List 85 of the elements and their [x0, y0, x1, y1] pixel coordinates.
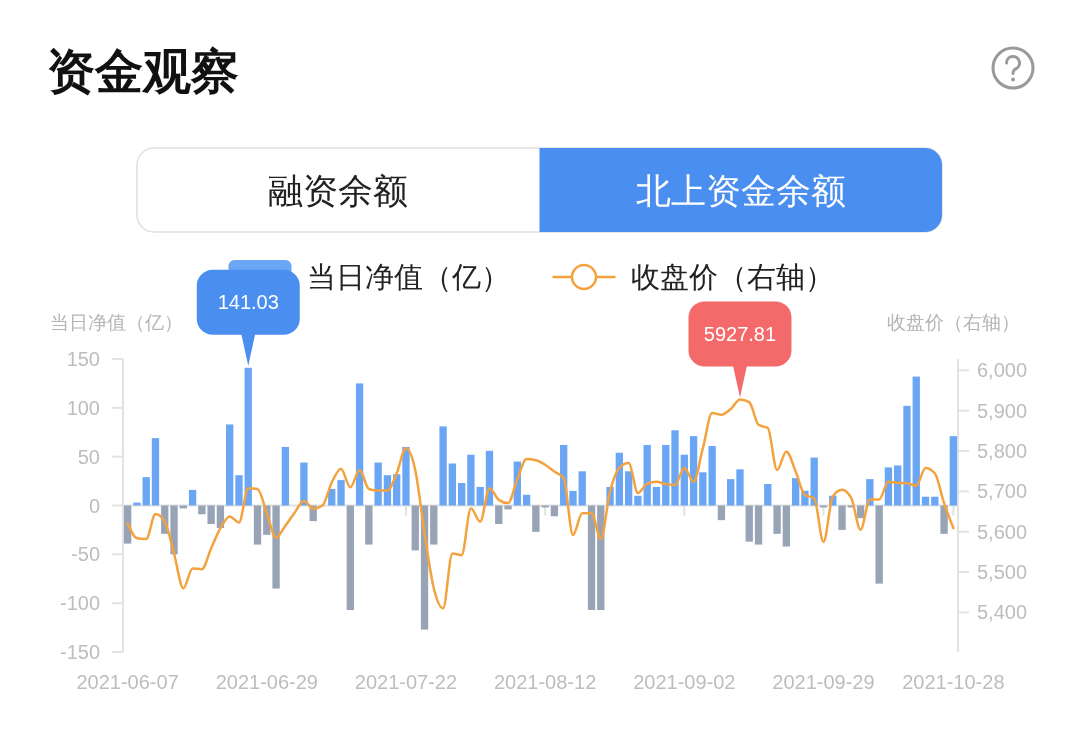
bar	[365, 505, 373, 545]
bar	[151, 438, 160, 506]
y2-tick-label: 6,000	[977, 359, 1028, 382]
bar	[791, 478, 800, 506]
bar	[328, 488, 336, 506]
y-axis-title: 当日净值（亿）	[50, 311, 183, 333]
bar	[188, 489, 197, 506]
bar	[578, 471, 586, 506]
bar	[745, 505, 753, 542]
y-tick-label: 100	[66, 396, 100, 419]
bar	[624, 471, 633, 506]
y2-axis-title: 收盘价（右轴）	[887, 311, 1020, 333]
chart-title: 资金观察	[47, 45, 239, 98]
bar	[133, 502, 141, 506]
bar	[773, 505, 781, 534]
bar	[717, 505, 726, 521]
bar	[764, 484, 772, 506]
y2-tick-label: 5,600	[977, 520, 1028, 543]
bar	[346, 505, 354, 610]
bar	[495, 505, 503, 525]
y-tick-label: -100	[59, 592, 100, 615]
bar	[662, 444, 670, 506]
bar	[374, 462, 382, 506]
text: 融资余额	[268, 170, 409, 210]
legend-label: 当日净值（亿）	[306, 261, 510, 293]
y2-tick-label: 5,700	[977, 480, 1028, 503]
data-label: 141.03	[217, 291, 279, 314]
bar	[782, 505, 791, 547]
x-tick-label: 2021-07-22	[354, 671, 458, 693]
y2-tick-label: 5,900	[977, 399, 1028, 422]
x-tick-label: 2021-09-02	[633, 671, 736, 693]
y-tick-label: -50	[71, 543, 100, 566]
bar	[652, 486, 661, 506]
bar	[476, 486, 484, 506]
bar	[355, 383, 364, 506]
bar	[142, 477, 150, 506]
x-tick-label: 2021-06-07	[76, 671, 179, 693]
bar	[411, 505, 419, 551]
bar	[272, 505, 280, 589]
bar	[634, 495, 642, 506]
bar	[671, 430, 679, 506]
bar	[253, 505, 262, 545]
bar	[727, 479, 735, 506]
y2-tick-label: 5,400	[977, 601, 1028, 624]
y2-tick-label: 5,800	[977, 440, 1028, 463]
y-tick-label: 150	[66, 348, 100, 370]
bar	[402, 446, 410, 506]
y-tick-label: 0	[88, 494, 100, 517]
bar	[875, 505, 883, 584]
y2-tick-label: 5,500	[977, 561, 1028, 584]
x-tick-label: 2021-08-12	[493, 671, 597, 693]
bar	[587, 505, 596, 610]
y-tick-label: 50	[77, 445, 100, 468]
y-tick-label: -150	[59, 641, 100, 663]
bar	[931, 496, 939, 506]
bar	[439, 426, 447, 506]
bar	[235, 475, 243, 506]
bar	[838, 505, 846, 530]
bar	[643, 444, 651, 506]
data-label: 5927.81	[703, 322, 777, 345]
bar	[894, 465, 902, 506]
bar	[337, 480, 345, 506]
legend-label: 收盘价（右轴）	[630, 261, 834, 293]
bar	[300, 462, 308, 506]
bar	[884, 467, 893, 506]
bar	[569, 490, 577, 506]
bar	[226, 424, 234, 506]
bar	[921, 496, 930, 506]
bar	[281, 446, 290, 506]
active-tab[interactable]: 北上资金余额	[539, 148, 942, 232]
x-tick-label: 2021-09-29	[772, 671, 875, 693]
x-tick-label: 2021-10-28	[902, 671, 1005, 693]
bar	[430, 505, 438, 545]
bar	[912, 376, 920, 506]
x-tick-label: 2021-06-29	[215, 671, 318, 693]
bar	[903, 405, 911, 506]
bar	[949, 436, 958, 506]
bar	[448, 463, 457, 506]
bar	[736, 469, 744, 506]
bar	[754, 505, 763, 545]
bar	[457, 483, 466, 506]
bar	[522, 494, 531, 506]
help-icon[interactable]	[991, 46, 1035, 90]
bar	[467, 454, 475, 506]
line-series	[126, 398, 955, 610]
